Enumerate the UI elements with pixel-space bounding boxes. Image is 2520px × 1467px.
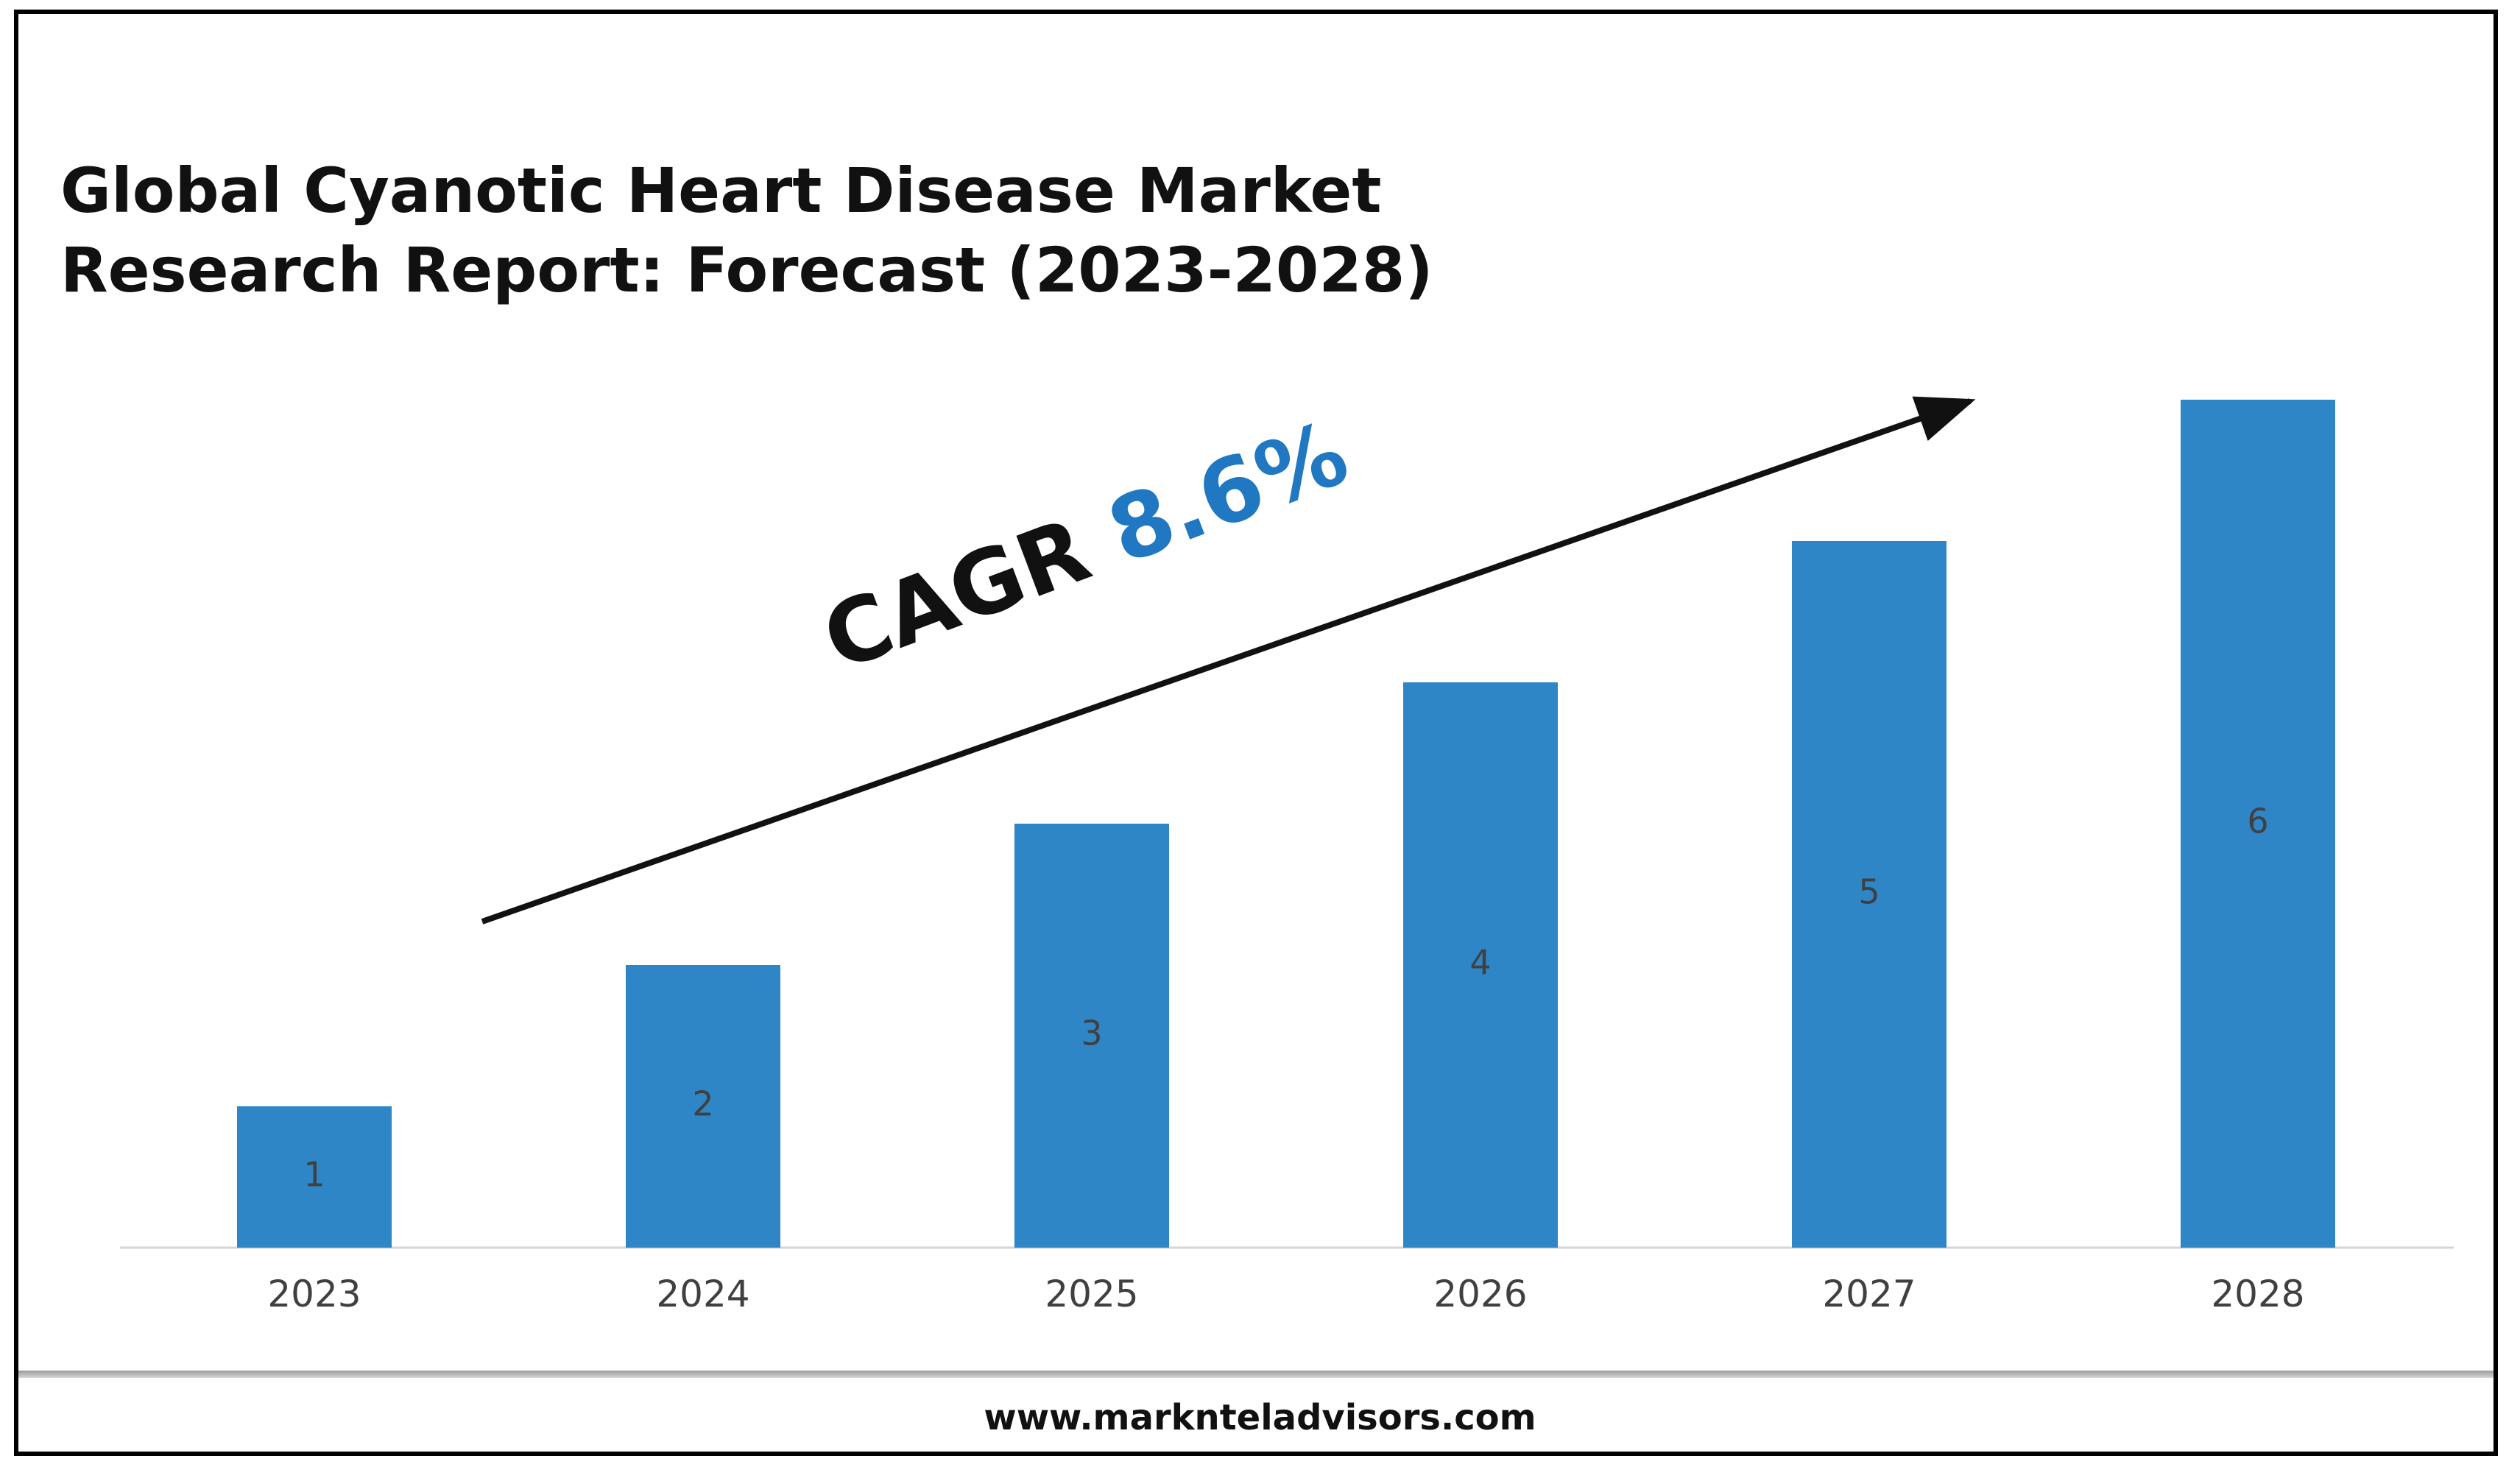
data-label-2026: 4 (1469, 943, 1491, 983)
x-tick-label-2024: 2024 (656, 1273, 749, 1315)
x-tick-label-2025: 2025 (1045, 1273, 1138, 1315)
chart-title-line-2: Research Report: Forecast (2023-2028) (60, 234, 1433, 306)
data-label-2028: 6 (2247, 802, 2268, 841)
data-label-2027: 5 (1858, 872, 1880, 912)
bar-2024 (626, 965, 780, 1248)
x-tick-label-2023: 2023 (267, 1273, 361, 1315)
bar-2025 (1014, 824, 1169, 1248)
x-tick-label-2028: 2028 (2211, 1273, 2304, 1315)
x-tick-label-2026: 2026 (1433, 1273, 1527, 1315)
bar-2026 (1403, 682, 1558, 1248)
data-label-2023: 1 (303, 1155, 325, 1195)
data-label-2025: 3 (1081, 1014, 1102, 1053)
chart-frame (14, 10, 2498, 1456)
data-label-2024: 2 (692, 1084, 713, 1124)
footer-website: www.marknteladvisors.com (984, 1397, 1536, 1438)
chart-title-line-1: Global Cyanotic Heart Disease Market (60, 155, 1382, 227)
footer-divider (18, 1371, 2493, 1378)
x-tick-label-2027: 2027 (1822, 1273, 1916, 1315)
chart-title: Global Cyanotic Heart Disease Market Res… (60, 151, 1433, 310)
cagr-trend-arrow (481, 396, 1976, 925)
bar-2027 (1792, 541, 1947, 1248)
bar-2028 (2181, 400, 2335, 1248)
bar-2023 (237, 1106, 392, 1248)
bars-layer: 1 2023 2 2024 3 2025 4 2026 5 2027 6 2028 (237, 400, 2335, 1315)
